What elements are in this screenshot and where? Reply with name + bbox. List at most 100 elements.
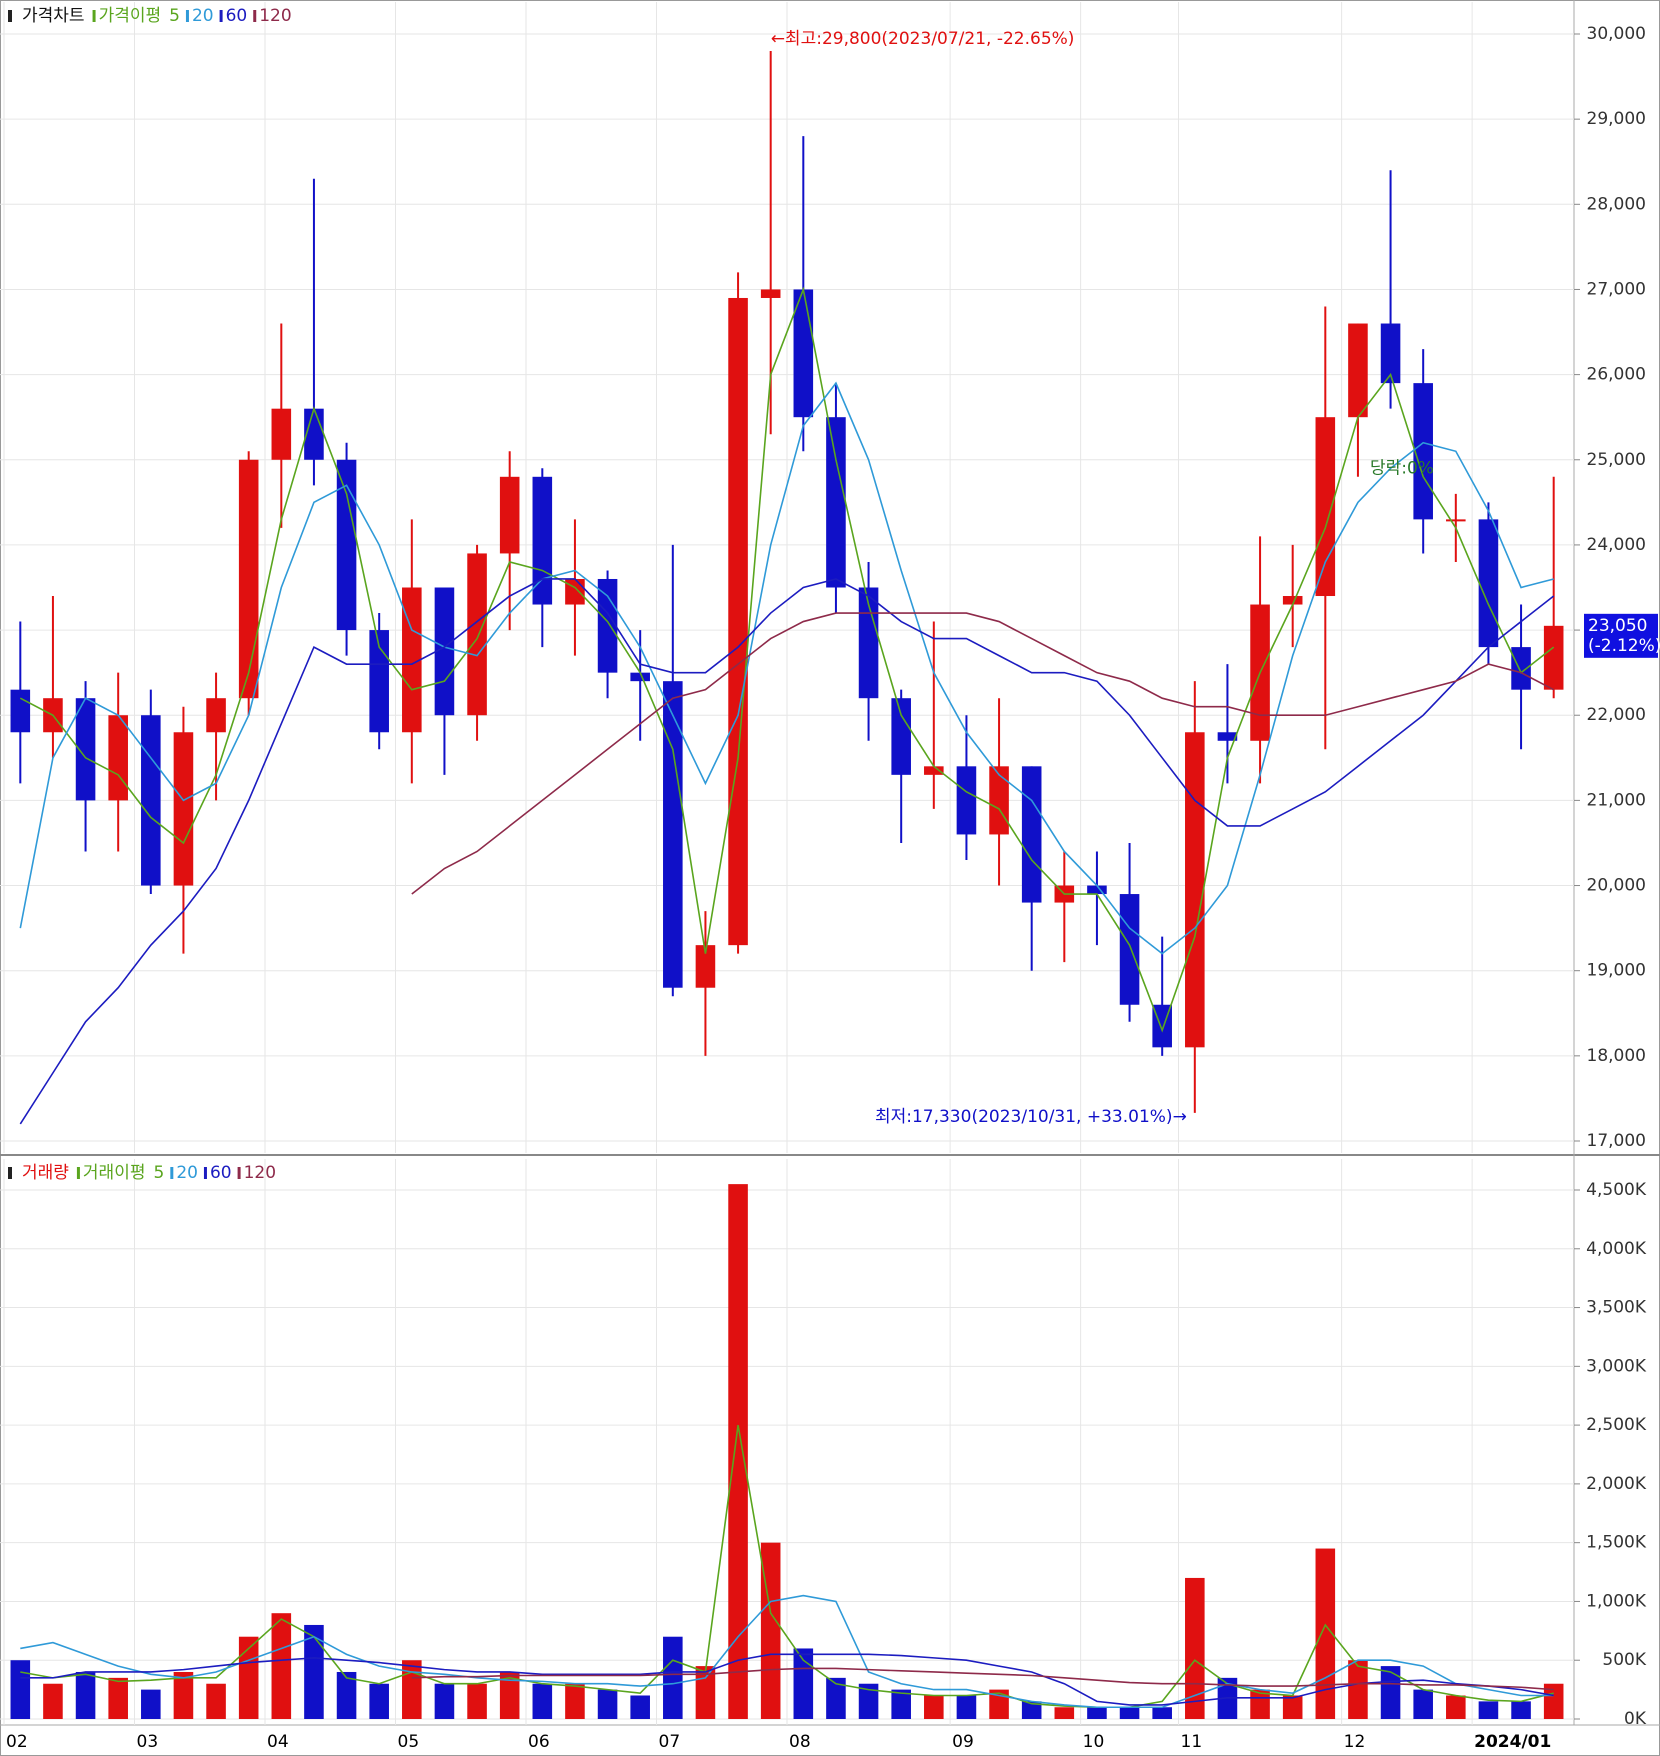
volume-bar	[891, 1689, 911, 1719]
volume-bar	[565, 1683, 585, 1719]
y-tick-label: 24,000	[1587, 535, 1646, 555]
legend-marker	[76, 1167, 80, 1179]
volume-bar	[467, 1683, 487, 1719]
x-tick-label: 09	[952, 1732, 974, 1752]
ma-line	[19, 286, 1555, 1033]
candle-body	[728, 297, 748, 946]
legend-marker	[92, 10, 96, 22]
candle-body	[402, 587, 422, 733]
legend-marker	[253, 10, 257, 22]
legend-marker	[203, 1167, 207, 1179]
legend-marker	[185, 10, 189, 22]
y-tick-label: 25,000	[1587, 450, 1646, 470]
y-tick-label: 26,000	[1587, 365, 1646, 385]
x-tick-label: 12	[1344, 1732, 1366, 1752]
volume-bar	[141, 1689, 161, 1719]
volume-bar	[663, 1636, 683, 1719]
legend-ma-title: 가격이평	[99, 6, 162, 26]
candle-body	[858, 587, 879, 699]
volume-bar	[728, 1184, 748, 1719]
candle-body	[597, 578, 618, 673]
volume-bar	[858, 1683, 879, 1719]
ma-line	[411, 612, 1555, 895]
volume-bar	[1413, 1689, 1433, 1719]
ma-line	[20, 1424, 1554, 1709]
volume-bar	[1446, 1695, 1466, 1719]
candle-body	[1413, 383, 1433, 520]
candle-body	[1511, 647, 1531, 690]
candle-body	[1185, 732, 1205, 1048]
candle-body	[336, 459, 357, 631]
candle-body	[206, 698, 226, 733]
y-tick-label: 1,000K	[1586, 1591, 1647, 1611]
volume-bar	[499, 1671, 520, 1719]
volume-bar	[336, 1671, 357, 1719]
volume-bar	[956, 1695, 977, 1719]
candle-body	[891, 698, 911, 775]
x-tick-label: 04	[267, 1732, 289, 1752]
candle-body	[1446, 519, 1466, 522]
event-label: 당락:0%	[1370, 458, 1434, 478]
x-tick-label: 11	[1181, 1732, 1203, 1752]
candle-body	[793, 289, 814, 418]
volume-bar	[75, 1671, 96, 1719]
legend-title: 거래량	[22, 1163, 69, 1183]
x-tick-label: 05	[398, 1732, 420, 1752]
legend-entry: 60	[210, 1163, 232, 1183]
legend-marker	[8, 1167, 12, 1179]
y-tick-label: 27,000	[1587, 279, 1646, 299]
legend-entry: 60	[226, 6, 248, 26]
x-tick-label: 08	[789, 1732, 811, 1752]
candle-body	[1478, 519, 1499, 648]
volume-bar	[532, 1683, 553, 1719]
legend-title: 가격차트	[22, 6, 85, 26]
ma-line	[411, 1667, 1554, 1691]
candle-body	[238, 459, 259, 699]
candle-body	[826, 417, 846, 588]
legend-entry: 120	[244, 1163, 276, 1183]
candle-body	[663, 681, 683, 988]
ma-line	[20, 1653, 1554, 1706]
ma-line	[19, 381, 1554, 955]
x-tick-label: 2024/01	[1474, 1732, 1551, 1752]
legend-entry: 120	[259, 6, 291, 26]
candle-body	[1119, 894, 1140, 1005]
legend-marker	[219, 10, 223, 22]
candle-body	[956, 766, 977, 835]
y-tick-label: 4,000K	[1586, 1239, 1647, 1259]
legend-marker	[8, 10, 12, 22]
y-tick-label: 1,500K	[1586, 1533, 1647, 1553]
candle-body	[1315, 417, 1336, 597]
volume-bar	[271, 1613, 292, 1719]
volume-bar	[1119, 1707, 1140, 1719]
volume-bar	[1054, 1707, 1075, 1719]
volume-bar	[206, 1683, 226, 1719]
candle-body	[108, 715, 128, 801]
candle-body	[1021, 766, 1042, 903]
candle-body	[695, 945, 716, 988]
y-tick-label: 17,000	[1587, 1131, 1646, 1151]
legend-entry: 5	[153, 1163, 164, 1183]
ma-line	[20, 1594, 1554, 1709]
y-tick-label: 19,000	[1587, 961, 1646, 981]
volume-bar	[1021, 1701, 1042, 1719]
volume-bar	[597, 1689, 618, 1719]
x-tick-label: 03	[137, 1732, 159, 1752]
y-tick-label: 500K	[1602, 1650, 1646, 1670]
candle-body	[1380, 323, 1401, 384]
candle-body	[10, 689, 31, 733]
y-tick-label: 18,000	[1587, 1046, 1646, 1066]
volume-bar	[369, 1683, 389, 1719]
y-tick-label: 20,000	[1587, 876, 1646, 896]
y-tick-label: 22,000	[1587, 705, 1646, 725]
low-annotation: 최저:17,330(2023/10/31, +33.01%)→	[875, 1107, 1187, 1127]
last-price-box	[1584, 613, 1658, 658]
y-tick-label: 2,500K	[1586, 1415, 1647, 1435]
volume-bar	[1543, 1683, 1564, 1719]
y-tick-label: 3,000K	[1586, 1356, 1647, 1376]
volume-bar	[826, 1677, 846, 1719]
legend-entry: 5	[169, 6, 180, 26]
